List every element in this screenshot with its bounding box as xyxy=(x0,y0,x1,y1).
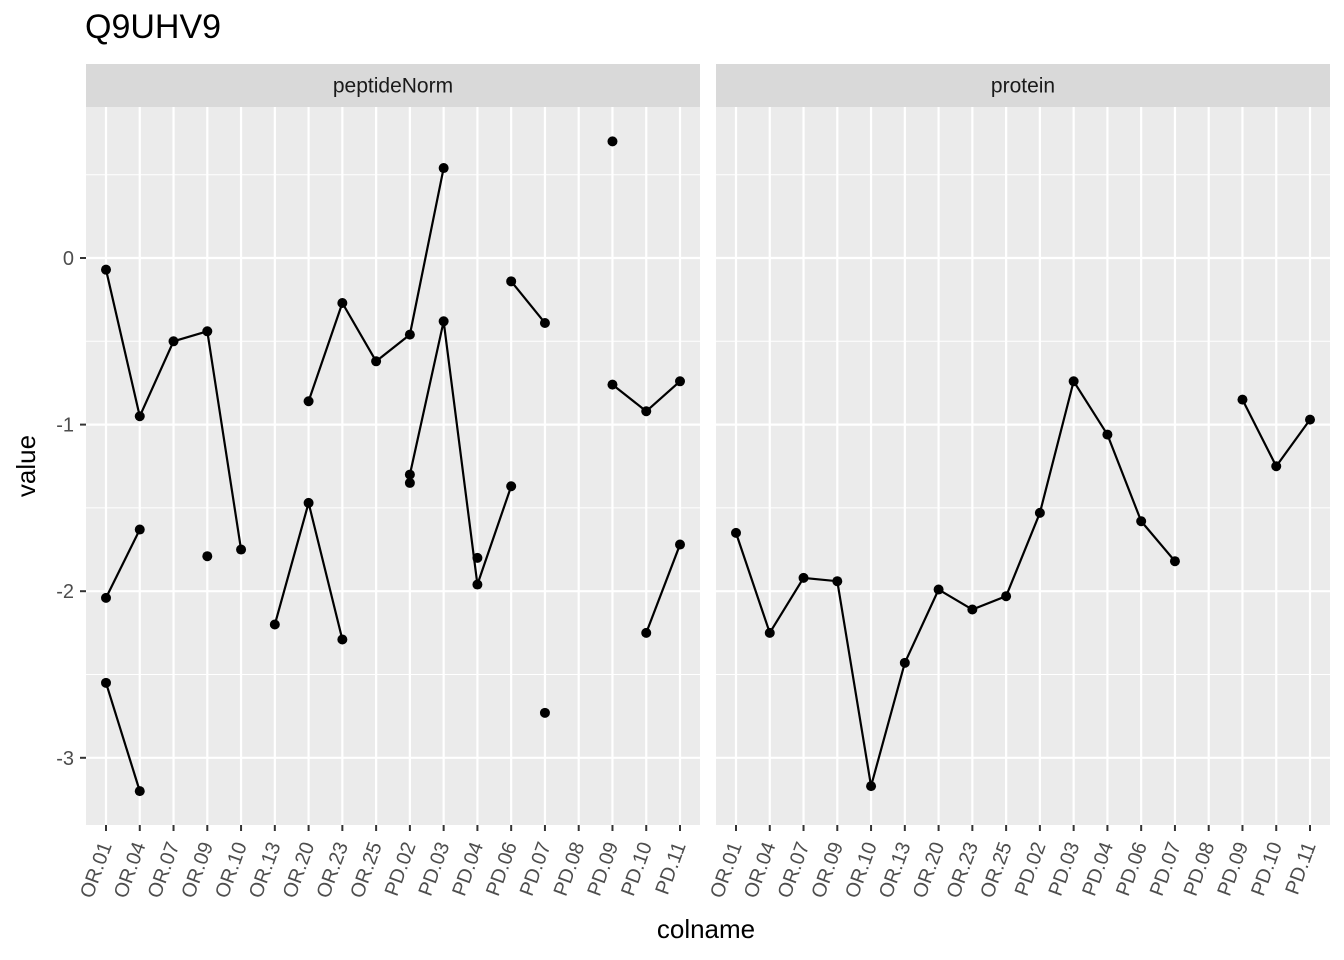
series-peptideNorm-2 xyxy=(101,497,685,718)
series-peptideNorm-4 xyxy=(303,163,685,417)
data-point xyxy=(1068,376,1079,387)
y-axis-title: value xyxy=(11,435,41,497)
series-line xyxy=(510,280,546,324)
data-point xyxy=(641,406,652,417)
data-point xyxy=(1305,414,1315,425)
facet-strip xyxy=(86,64,700,107)
data-point xyxy=(641,627,652,638)
chart-title: Q9UHV9 xyxy=(85,8,222,46)
data-point xyxy=(1136,516,1147,527)
data-point xyxy=(202,326,213,337)
data-point xyxy=(303,396,314,407)
data-point xyxy=(866,781,877,792)
data-point xyxy=(731,527,741,538)
data-point xyxy=(303,497,314,508)
data-point xyxy=(134,524,145,535)
data-point xyxy=(269,619,280,630)
data-point xyxy=(832,576,843,587)
x-axis-title: colname xyxy=(657,914,755,944)
facet-strip-label: peptideNorm xyxy=(333,75,453,98)
facet-strip-label: protein xyxy=(991,75,1055,98)
data-point xyxy=(1271,461,1282,472)
y-tick-label: -3 xyxy=(56,748,74,770)
series-peptideNorm-6 xyxy=(404,477,415,488)
y-tick-label: -2 xyxy=(56,581,74,603)
panel-background xyxy=(716,107,1330,825)
data-point xyxy=(798,572,809,583)
data-point xyxy=(1034,507,1045,518)
data-point xyxy=(134,411,145,422)
data-point xyxy=(438,316,449,327)
data-point xyxy=(202,551,213,562)
data-point xyxy=(134,786,145,797)
data-point xyxy=(438,163,449,174)
series-line xyxy=(408,321,513,585)
data-point xyxy=(236,544,247,555)
data-point xyxy=(967,604,978,615)
data-point xyxy=(675,539,685,550)
data-point xyxy=(607,379,618,390)
panel-background xyxy=(86,107,700,825)
data-point xyxy=(506,481,517,492)
data-point xyxy=(371,356,382,367)
series-peptideNorm-3 xyxy=(101,677,145,797)
data-point xyxy=(607,136,618,147)
data-point xyxy=(1001,591,1012,602)
data-point xyxy=(899,657,910,668)
panel-peptideNorm: peptideNorm xyxy=(86,64,700,825)
data-point xyxy=(101,264,111,275)
data-point xyxy=(101,592,111,603)
data-point xyxy=(101,677,111,688)
data-point xyxy=(404,477,415,488)
data-point xyxy=(933,584,944,595)
data-point xyxy=(1102,429,1113,440)
series-protein-1 xyxy=(731,376,1315,792)
series-line xyxy=(645,544,682,634)
data-point xyxy=(337,297,348,308)
data-point xyxy=(472,579,483,590)
data-point xyxy=(1169,556,1180,567)
x-tick-label: PD.11 xyxy=(652,839,691,897)
data-point xyxy=(404,329,415,340)
data-point xyxy=(539,317,550,328)
data-point xyxy=(404,469,415,480)
series-line xyxy=(734,378,1176,787)
data-point xyxy=(539,707,550,718)
data-point xyxy=(675,376,685,387)
y-tick-label: -1 xyxy=(56,415,74,437)
facet-strip xyxy=(716,64,1330,107)
data-point xyxy=(1237,394,1248,405)
data-point xyxy=(506,276,517,287)
data-point xyxy=(168,336,179,347)
series-peptideNorm-5 xyxy=(404,136,618,590)
series-peptideNorm-1 xyxy=(101,264,247,555)
y-tick-label: 0 xyxy=(63,248,74,270)
series-line xyxy=(105,529,141,599)
series-line xyxy=(104,682,141,792)
panel-protein: protein xyxy=(716,64,1330,825)
x-tick-label: PD.11 xyxy=(1282,839,1321,897)
data-point xyxy=(337,634,348,645)
data-point xyxy=(764,627,775,638)
